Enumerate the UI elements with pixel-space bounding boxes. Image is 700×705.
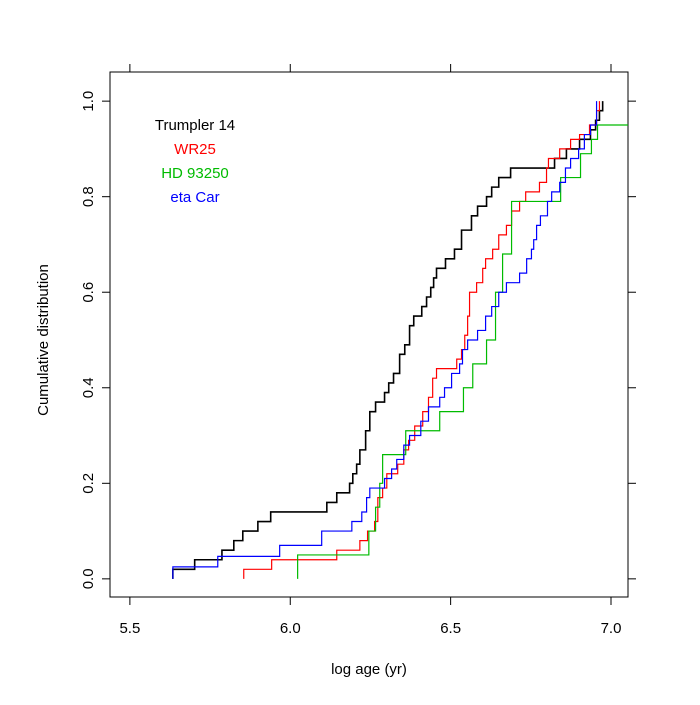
y-tick-label: 0.8 (80, 186, 97, 207)
x-tick-label: 5.5 (119, 620, 140, 637)
x-axis-label: log age (yr) (331, 661, 407, 678)
x-tick-label: 6.5 (440, 620, 461, 637)
ecdf-line (297, 124, 628, 579)
y-tick-label: 0.2 (80, 473, 97, 494)
y-tick-label: 0.4 (80, 377, 97, 398)
legend-entry: Trumpler 14 (155, 117, 235, 134)
y-axis-label: Cumulative distribution (35, 264, 52, 416)
ecdf-line (243, 101, 601, 579)
plot-lines (172, 101, 628, 579)
y-tick-label: 1.0 (80, 91, 97, 112)
plot-frame (109, 71, 629, 598)
ecdf-line (172, 101, 598, 579)
y-tick-label: 0.0 (80, 568, 97, 589)
legend-entry: HD 93250 (161, 165, 229, 182)
y-tick-label: 0.6 (80, 282, 97, 303)
legend-entry: WR25 (174, 141, 216, 158)
x-tick-label: 6.0 (280, 620, 301, 637)
ecdf-line (172, 101, 604, 579)
x-tick-label: 7.0 (601, 620, 622, 637)
legend-entry: eta Car (170, 189, 219, 206)
